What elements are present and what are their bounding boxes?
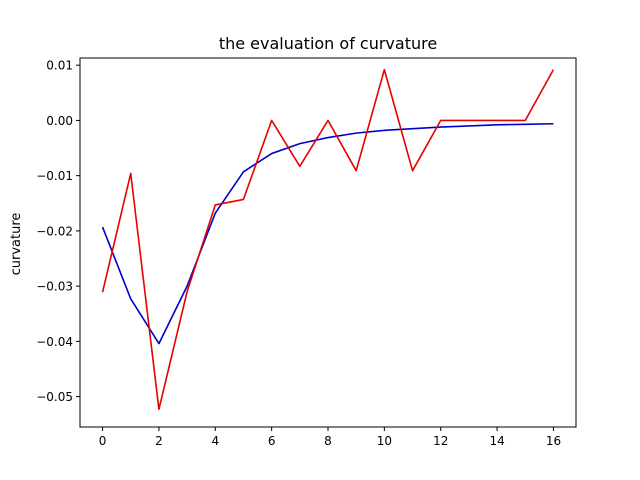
y-tick-label: −0.01 xyxy=(36,169,73,183)
y-tick-label: −0.03 xyxy=(36,280,73,294)
x-tick-label: 6 xyxy=(268,434,276,448)
y-tick-label: −0.04 xyxy=(36,335,73,349)
x-tick-label: 14 xyxy=(489,434,504,448)
x-tick-label: 16 xyxy=(546,434,561,448)
axis-ticks: 0 2 4 6 8 10 12 14 16 0.01 0.00 −0.01 −0.02 −0.03 −0.0… xyxy=(36,59,561,448)
x-tick-label: 0 xyxy=(99,434,107,448)
x-tick-label: 10 xyxy=(377,434,392,448)
x-tick-label: 8 xyxy=(324,434,332,448)
y-tick-label: −0.05 xyxy=(36,390,73,404)
x-tick-label: 4 xyxy=(211,434,219,448)
series-line-2 xyxy=(101,68,555,411)
y-tick-label: 0.01 xyxy=(46,59,73,73)
plot-area xyxy=(101,68,555,411)
chart-title: the evaluation of curvature xyxy=(219,34,437,53)
series-line-1 xyxy=(101,122,554,345)
x-tick-label: 12 xyxy=(433,434,448,448)
x-tick-label: 2 xyxy=(155,434,163,448)
y-tick-label: −0.02 xyxy=(36,224,73,238)
y-axis-label: curvature xyxy=(9,213,24,276)
y-tick-label: 0.00 xyxy=(46,114,73,128)
